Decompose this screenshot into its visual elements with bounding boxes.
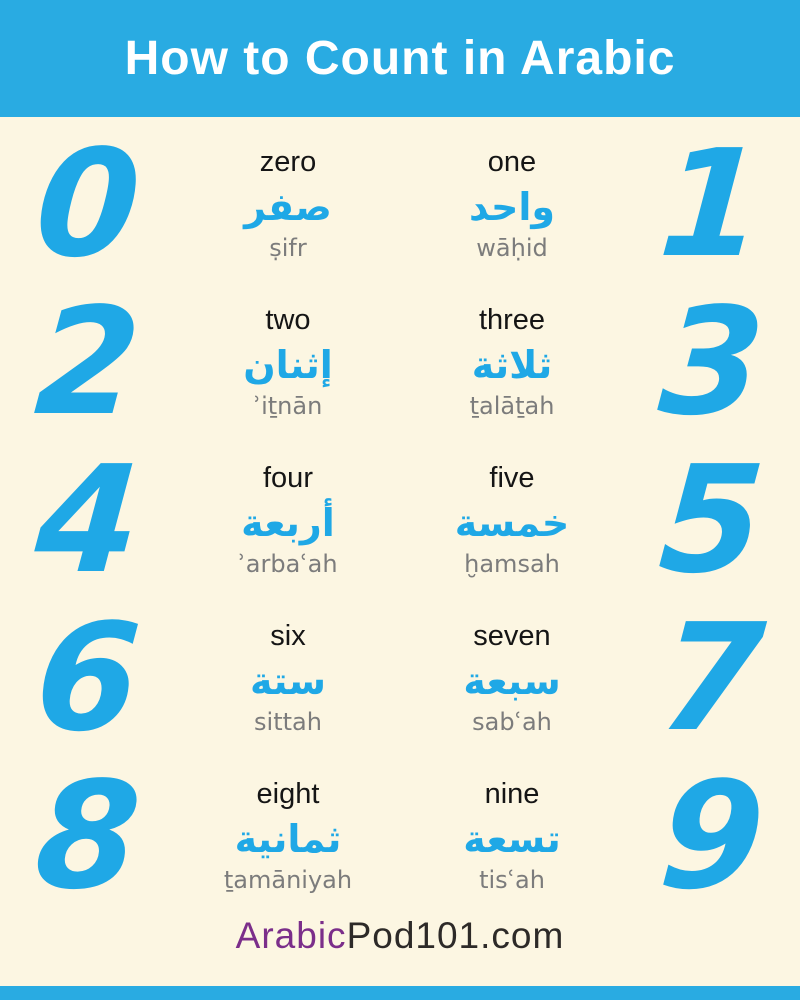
english-word: eight — [256, 778, 320, 811]
big-digit-1: 1 — [654, 117, 770, 290]
romanization: ṯalāṯah — [469, 391, 555, 420]
arabic-word: ثلاثة — [471, 343, 553, 387]
big-digit-6: 6 — [30, 591, 146, 764]
big-digit-8: 8 — [30, 749, 146, 922]
number-entry-five: five خمسة ḫamsah — [400, 462, 624, 578]
arabic-word: صفر — [244, 185, 332, 229]
big-digit-3: 3 — [654, 275, 770, 448]
arabic-word: خمسة — [454, 501, 570, 545]
brand-footer: ArabicPod101.com — [0, 915, 800, 957]
big-digit-0: 0 — [30, 117, 146, 290]
number-entry-three: three ثلاثة ṯalāṯah — [400, 304, 624, 420]
number-entry-four: four أربعة ʾarbaʿah — [176, 462, 400, 578]
number-entry-nine: nine تسعة tisʿah — [400, 778, 624, 894]
number-row-0-1: 0 zero صفر ṣifr one واحد wāḥid 1 — [0, 117, 800, 290]
number-row-2-3: 2 two إثنان ʾiṯnān three ثلاثة ṯalāṯah 3 — [0, 275, 800, 448]
number-entry-eight: eight ثمانية ṯamāniyah — [176, 778, 400, 894]
english-word: nine — [484, 778, 540, 811]
romanization: ʾiṯnān — [253, 391, 323, 420]
english-word: six — [270, 620, 306, 653]
brand-name-arabic: Arabic — [235, 915, 347, 956]
romanization: sittah — [254, 707, 322, 736]
romanization: wāḥid — [476, 233, 548, 262]
arabic-word: أربعة — [241, 501, 335, 545]
arabic-word: إثنان — [243, 343, 333, 387]
number-row-8-9: 8 eight ثمانية ṯamāniyah nine تسعة tisʿa… — [0, 749, 800, 922]
arabic-word: ثمانية — [234, 817, 342, 861]
page-title: How to Count in Arabic — [124, 32, 676, 85]
english-word: zero — [259, 146, 317, 179]
english-word: two — [265, 304, 311, 337]
arabic-word: سبعة — [463, 659, 561, 703]
romanization: ʾarbaʿah — [238, 549, 338, 578]
brand-name-pod101: Pod101.com — [346, 915, 565, 956]
number-entry-two: two إثنان ʾiṯnān — [176, 304, 400, 420]
number-entry-seven: seven سبعة sabʿah — [400, 620, 624, 736]
big-digit-5: 5 — [654, 433, 770, 606]
number-entry-zero: zero صفر ṣifr — [176, 146, 400, 262]
number-entry-six: six ستة sittah — [176, 620, 400, 736]
romanization: ḫamsah — [464, 549, 560, 578]
big-digit-9: 9 — [654, 749, 770, 922]
number-row-4-5: 4 four أربعة ʾarbaʿah five خمسة ḫamsah 5 — [0, 433, 800, 606]
number-row-6-7: 6 six ستة sittah seven سبعة sabʿah 7 — [0, 591, 800, 764]
header-banner: How to Count in Arabic — [0, 0, 800, 117]
bottom-accent-bar — [0, 986, 800, 1000]
romanization: sabʿah — [472, 707, 552, 736]
romanization: tisʿah — [479, 865, 545, 894]
english-word: three — [478, 304, 546, 337]
big-digit-2: 2 — [30, 275, 146, 448]
romanization: ṯamāniyah — [223, 865, 353, 894]
arabic-word: تسعة — [463, 817, 561, 861]
big-digit-7: 7 — [654, 591, 770, 764]
arabic-word: ستة — [250, 659, 326, 703]
english-word: five — [489, 462, 535, 495]
number-entry-one: one واحد wāḥid — [400, 146, 624, 262]
english-word: seven — [473, 620, 551, 653]
big-digit-4: 4 — [30, 433, 146, 606]
arabic-word: واحد — [469, 185, 555, 229]
english-word: one — [487, 146, 537, 179]
romanization: ṣifr — [269, 233, 307, 262]
number-grid: 0 zero صفر ṣifr one واحد wāḥid 1 2 two إ… — [0, 117, 800, 922]
english-word: four — [263, 462, 313, 495]
